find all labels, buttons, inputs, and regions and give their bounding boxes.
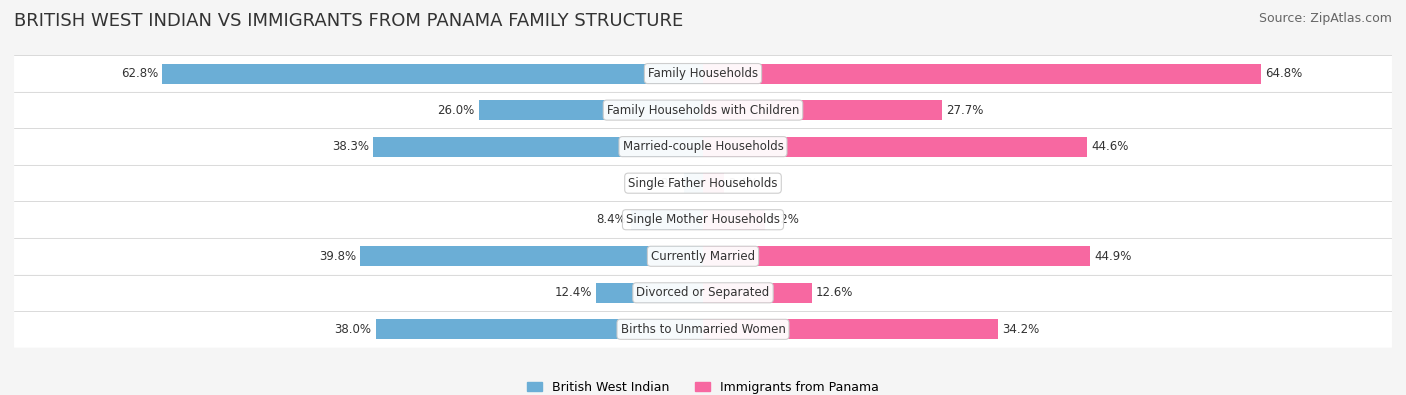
Bar xyxy=(703,64,1261,84)
Text: 12.4%: 12.4% xyxy=(554,286,592,299)
Legend: British West Indian, Immigrants from Panama: British West Indian, Immigrants from Pan… xyxy=(527,381,879,394)
Text: 44.6%: 44.6% xyxy=(1091,140,1129,153)
Text: Single Father Households: Single Father Households xyxy=(628,177,778,190)
Text: 12.6%: 12.6% xyxy=(815,286,853,299)
Text: 8.4%: 8.4% xyxy=(596,213,626,226)
Text: 38.3%: 38.3% xyxy=(332,140,368,153)
Bar xyxy=(703,283,811,303)
Text: 7.2%: 7.2% xyxy=(769,213,799,226)
Text: 44.9%: 44.9% xyxy=(1094,250,1132,263)
Text: 62.8%: 62.8% xyxy=(121,67,157,80)
Bar xyxy=(596,283,703,303)
Bar xyxy=(631,210,703,230)
Text: 2.2%: 2.2% xyxy=(650,177,679,190)
Text: 27.7%: 27.7% xyxy=(946,103,983,117)
FancyBboxPatch shape xyxy=(14,92,1392,128)
Text: BRITISH WEST INDIAN VS IMMIGRANTS FROM PANAMA FAMILY STRUCTURE: BRITISH WEST INDIAN VS IMMIGRANTS FROM P… xyxy=(14,12,683,30)
Bar xyxy=(373,137,703,157)
FancyBboxPatch shape xyxy=(14,128,1392,165)
Text: 38.0%: 38.0% xyxy=(335,323,371,336)
Bar xyxy=(162,64,703,84)
Text: 39.8%: 39.8% xyxy=(319,250,356,263)
Bar xyxy=(703,319,997,339)
FancyBboxPatch shape xyxy=(14,201,1392,238)
Text: Currently Married: Currently Married xyxy=(651,250,755,263)
Bar xyxy=(479,100,703,120)
FancyBboxPatch shape xyxy=(14,55,1392,92)
Text: 2.4%: 2.4% xyxy=(728,177,758,190)
FancyBboxPatch shape xyxy=(14,238,1392,275)
Bar xyxy=(360,246,703,266)
Text: Divorced or Separated: Divorced or Separated xyxy=(637,286,769,299)
Text: Married-couple Households: Married-couple Households xyxy=(623,140,783,153)
Text: Births to Unmarried Women: Births to Unmarried Women xyxy=(620,323,786,336)
Bar xyxy=(703,246,1090,266)
Text: 26.0%: 26.0% xyxy=(437,103,475,117)
Text: Single Mother Households: Single Mother Households xyxy=(626,213,780,226)
Text: Family Households with Children: Family Households with Children xyxy=(607,103,799,117)
Text: 34.2%: 34.2% xyxy=(1002,323,1039,336)
Bar xyxy=(703,210,765,230)
FancyBboxPatch shape xyxy=(14,311,1392,348)
Text: 64.8%: 64.8% xyxy=(1265,67,1302,80)
Text: Family Households: Family Households xyxy=(648,67,758,80)
Text: Source: ZipAtlas.com: Source: ZipAtlas.com xyxy=(1258,12,1392,25)
Bar xyxy=(375,319,703,339)
Bar xyxy=(703,100,942,120)
Bar xyxy=(685,173,703,193)
Bar xyxy=(703,137,1087,157)
FancyBboxPatch shape xyxy=(14,275,1392,311)
Bar xyxy=(703,173,724,193)
FancyBboxPatch shape xyxy=(14,165,1392,201)
